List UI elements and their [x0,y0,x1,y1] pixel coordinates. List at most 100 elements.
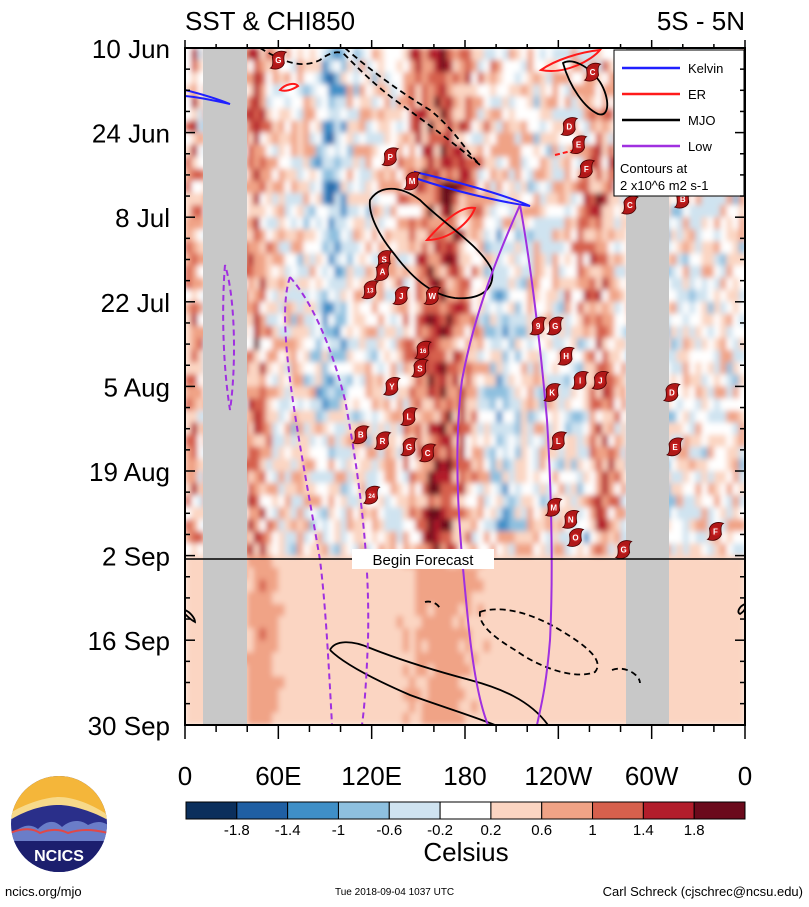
sst-cell [253,410,261,424]
sst-cell [707,205,715,218]
sst-cell [446,374,454,387]
sst-cell [346,603,354,617]
sst-cell [303,664,311,678]
sst-cell [433,168,441,182]
sst-cell [384,483,391,496]
sst-cell [570,253,578,267]
sst-cell [620,217,628,230]
sst-cell [353,567,360,581]
sst-cell [689,313,696,327]
sst-cell [197,108,205,122]
sst-cell [259,410,267,424]
sst-cell [353,180,360,194]
sst-cell [601,144,609,158]
sst-cell [433,652,441,665]
sst-cell [321,434,329,448]
sst-cell [608,84,615,97]
sst-cell [421,507,429,520]
sst-cell [390,712,398,725]
sst-cell [427,362,435,375]
sst-cell [489,700,497,714]
sst-cell [583,519,591,533]
sst-cell [427,531,435,545]
sst-cell [253,313,261,327]
sst-cell [738,398,745,412]
sst-cell [521,253,528,267]
sst-cell [396,338,404,351]
sst-cell [440,591,447,605]
sst-cell [446,72,454,85]
sst-cell [545,398,553,412]
sst-cell [371,446,379,460]
sst-cell [334,398,342,412]
sst-cell [670,483,678,496]
sst-cell [682,386,690,400]
sst-cell [315,265,323,279]
sst-cell [458,616,466,629]
sst-cell [670,338,678,351]
sst-cell [328,507,335,520]
sst-cell [514,289,522,303]
sst-cell [558,495,566,508]
sst-cell [297,60,304,73]
sst-cell [427,350,435,363]
sst-cell [720,205,727,218]
sst-cell [608,446,615,460]
sst-cell [191,676,199,690]
sst-cell [539,205,547,218]
sst-cell [433,96,441,110]
sst-cell [595,664,603,678]
sst-cell [259,483,267,496]
sst-cell [191,519,199,533]
sst-cell [377,168,385,182]
sst-cell [340,72,348,85]
sst-cell [253,362,261,375]
sst-cell [247,325,255,339]
sst-cell [701,289,709,303]
sst-cell [471,434,479,448]
sst-cell [489,664,497,678]
sst-cell [689,205,696,218]
sst-cell [315,398,323,412]
sst-cell [384,422,391,436]
sst-cell [514,277,522,291]
sst-cell [583,446,591,460]
sst-cell [346,84,354,97]
sst-cell [570,72,578,85]
sst-cell [583,265,591,279]
sst-cell [365,120,373,134]
sst-cell [191,108,199,122]
sst-cell [707,483,715,496]
sst-cell [533,205,541,218]
sst-cell [514,567,522,581]
sst-cell [185,628,192,641]
sst-cell [440,241,447,255]
sst-cell [390,96,398,110]
sst-cell [446,205,454,218]
sst-cell [608,60,615,73]
sst-cell [452,507,460,520]
sst-cell [371,507,379,520]
sst-cell [577,265,584,279]
sst-cell [328,168,335,182]
sst-cell [185,700,192,714]
sst-cell [402,217,410,230]
sst-cell [713,289,721,303]
sst-cell [421,289,429,303]
sst-cell [421,120,429,134]
sst-cell [670,664,678,678]
sst-cell [577,543,584,557]
sst-cell [489,313,497,327]
sst-cell [247,229,255,242]
sst-cell [353,108,360,122]
sst-cell [695,616,703,629]
sst-cell [259,495,267,508]
sst-cell [371,229,379,242]
sst-cell [334,338,342,351]
sst-cell [570,616,578,629]
sst-cell [477,156,485,170]
sst-cell [365,603,373,617]
sst-cell [185,652,192,665]
sst-cell [620,277,628,291]
sst-cell [608,664,615,678]
